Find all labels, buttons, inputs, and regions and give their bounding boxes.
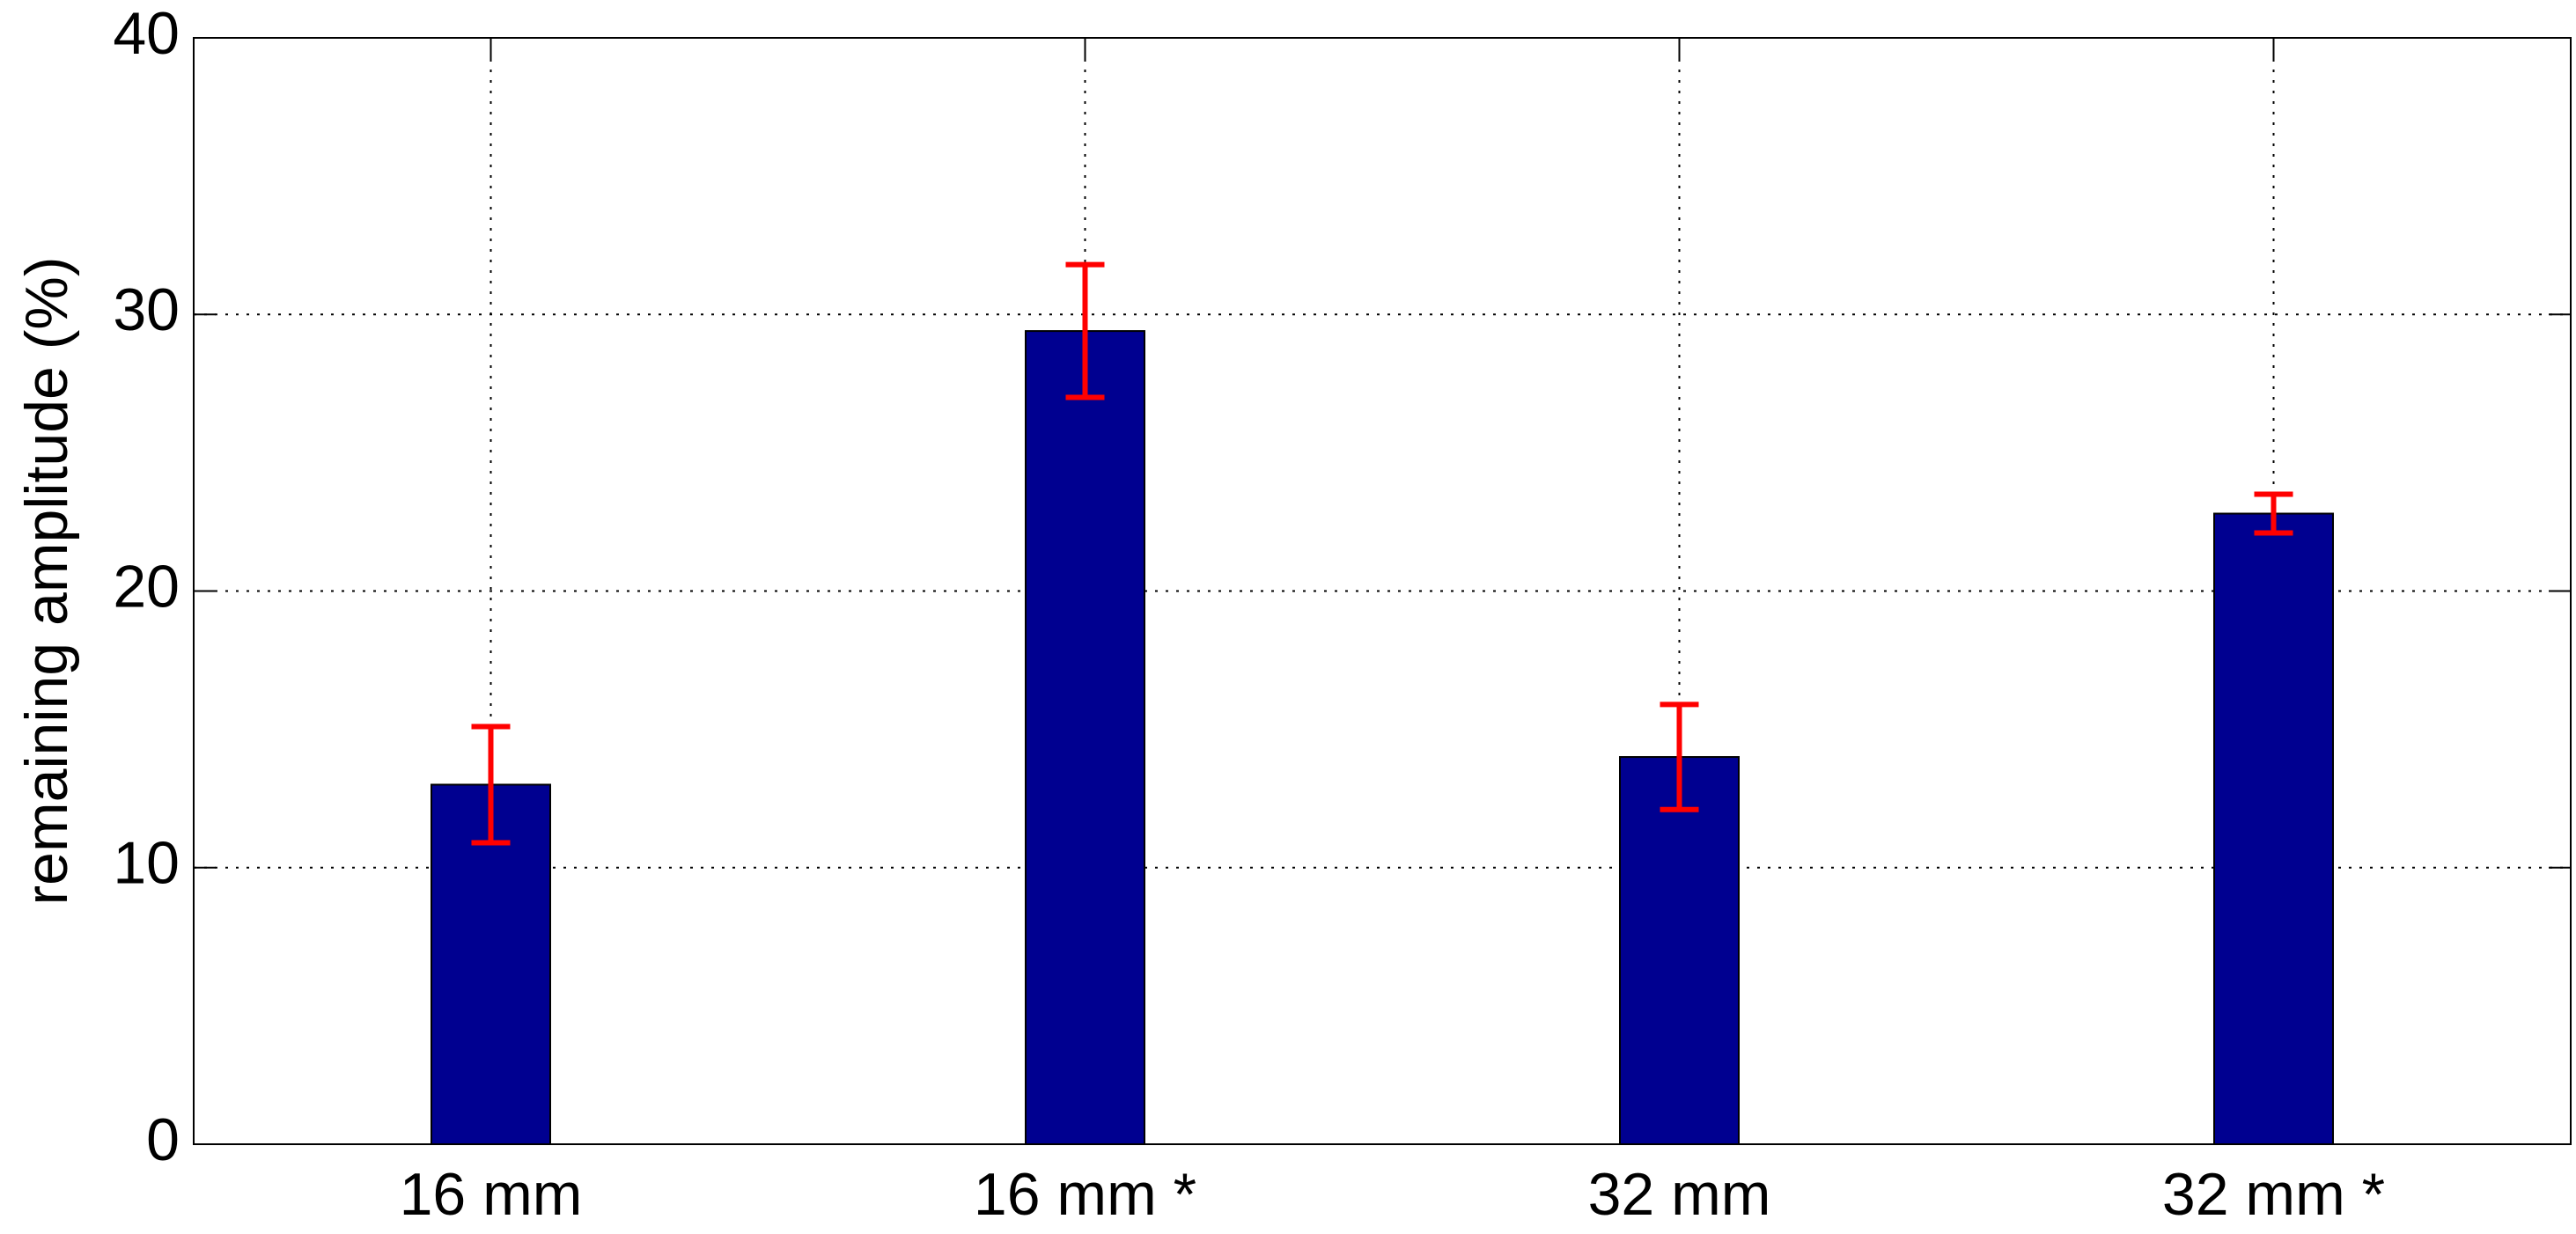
x-tick-label: 32 mm * — [2162, 1161, 2385, 1228]
error-bar — [2254, 491, 2293, 536]
x-tick-label: 16 mm * — [974, 1161, 1196, 1228]
y-tick-label: 0 — [146, 1106, 180, 1173]
x-tick-label: 32 mm — [1588, 1161, 1771, 1228]
bar — [2213, 512, 2334, 1145]
y-tick-label: 40 — [113, 0, 180, 67]
plot-frame — [193, 37, 2572, 1145]
y-tick-label: 10 — [113, 830, 180, 897]
bar — [1619, 756, 1740, 1145]
bar — [1025, 330, 1145, 1146]
y-axis-label: remaining amplitude (%) — [13, 257, 80, 906]
y-tick-label: 30 — [113, 276, 180, 343]
x-tick-label: 16 mm — [400, 1161, 583, 1228]
error-bar — [471, 724, 511, 846]
error-bar — [1065, 261, 1105, 400]
error-bar — [1660, 701, 1699, 812]
y-tick-label: 20 — [113, 553, 180, 620]
